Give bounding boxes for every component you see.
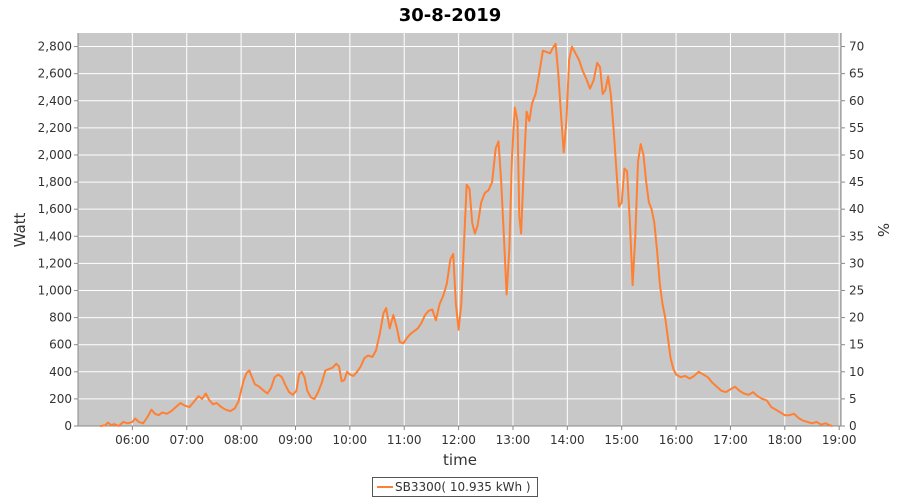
x-tick-label: 13:00 — [496, 433, 531, 447]
y2-tick-label: 60 — [849, 94, 864, 108]
y2-tick-label: 30 — [849, 256, 864, 270]
x-axis: 06:00 07:00 08:00 09:00 10:00 11:00 12:00 13:00… — [78, 425, 857, 447]
y-tick-label: 0 — [64, 419, 72, 433]
x-tick-label: 15:00 — [604, 433, 639, 447]
x-tick-label: 09:00 — [278, 433, 313, 447]
x-tick-label: 07:00 — [169, 433, 204, 447]
y2-tick-label: 10 — [849, 365, 864, 379]
x-tick-label: 17:00 — [713, 433, 748, 447]
y-tick-label: 1,200 — [38, 256, 72, 270]
x-tick-label: 18:00 — [768, 433, 803, 447]
y-tick-label: 2,200 — [38, 121, 72, 135]
y2-tick-label: 40 — [849, 202, 864, 216]
y2-tick-label: 55 — [849, 121, 864, 135]
x-tick-label: 06:00 — [115, 433, 150, 447]
y-tick-label: 1,800 — [38, 175, 72, 189]
series-line — [99, 42, 833, 427]
x-tick-label: 19:00 — [822, 433, 857, 447]
y2-tick-label: 70 — [849, 40, 864, 54]
y-tick-label: 1,400 — [38, 229, 72, 243]
y2-tick-label: 50 — [849, 148, 864, 162]
legend: SB3300( 10.935 kWh ) — [372, 477, 538, 497]
y-tick-label: 600 — [49, 338, 72, 352]
x-tick-label: 10:00 — [333, 433, 368, 447]
y-axis-title: Watt — [11, 212, 29, 247]
left-y-axis: 0 200 400 600 800 1,000 1,200 1,400 1,600 1,800 2,… — [38, 33, 79, 433]
gridlines — [78, 33, 841, 427]
x-tick-label: 08:00 — [224, 433, 259, 447]
y2-tick-label: 0 — [849, 419, 857, 433]
y2-tick-label: 35 — [849, 229, 864, 243]
y-tick-label: 2,400 — [38, 94, 72, 108]
y2-tick-label: 45 — [849, 175, 864, 189]
y-tick-label: 800 — [49, 311, 72, 325]
legend-swatch — [377, 486, 393, 488]
y2-tick-label: 20 — [849, 311, 864, 325]
y-tick-label: 2,800 — [38, 40, 72, 54]
y2-tick-label: 25 — [849, 283, 864, 297]
y-tick-label: 1,000 — [38, 283, 72, 297]
x-tick-label: 11:00 — [387, 433, 422, 447]
plot-area — [78, 33, 841, 426]
x-tick-label: 14:00 — [550, 433, 585, 447]
legend-label: SB3300( 10.935 kWh ) — [395, 480, 531, 494]
y-tick-label: 200 — [49, 392, 72, 406]
y-tick-label: 2,600 — [38, 67, 72, 81]
y2-tick-label: 5 — [849, 392, 857, 406]
chart-title: 30-8-2019 — [399, 5, 502, 26]
y-tick-label: 400 — [49, 365, 72, 379]
x-axis-title: time — [443, 451, 477, 469]
x-tick-label: 16:00 — [659, 433, 694, 447]
y-tick-label: 1,600 — [38, 202, 72, 216]
y2-tick-label: 15 — [849, 338, 864, 352]
y2-tick-label: 65 — [849, 67, 864, 81]
x-tick-label: 12:00 — [441, 433, 476, 447]
series-layer — [99, 42, 833, 427]
y2-axis-title: % — [874, 223, 892, 237]
y-tick-label: 2,000 — [38, 148, 72, 162]
right-y-axis: 0 5 10 15 20 25 30 35 40 45 50 55 60 65 70 — [840, 33, 864, 433]
